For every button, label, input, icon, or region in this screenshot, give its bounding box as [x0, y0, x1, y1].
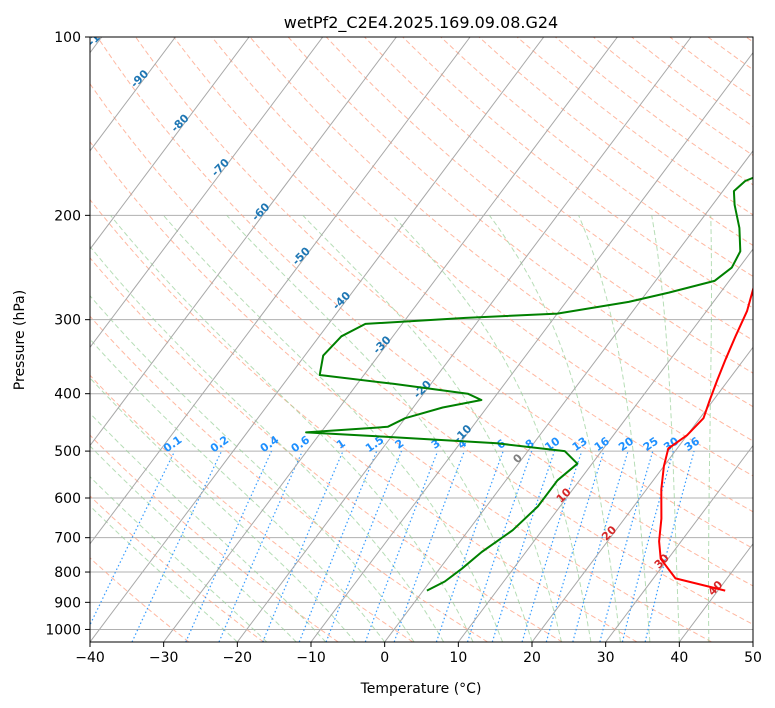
y-tick-label: 800	[54, 565, 81, 581]
y-tick-label: 200	[54, 208, 81, 224]
x-tick-label: 0	[380, 650, 389, 666]
isotherm-line	[310, 51, 753, 642]
y-axis-label: Pressure (hPa)	[12, 290, 28, 390]
y-tick-label: 600	[54, 491, 81, 507]
dry-adiabat-line	[90, 557, 190, 642]
y-tick-label: 900	[54, 595, 81, 611]
moist-adiabat-line	[90, 377, 356, 642]
dry-adiabat-line	[90, 495, 264, 642]
temperature-profile-line	[658, 284, 753, 592]
chart-title: wetPf2_C2E4.2025.169.09.08.G24	[284, 13, 558, 33]
x-tick-label: 10	[449, 650, 467, 666]
moist-adiabat-line	[708, 215, 712, 642]
x-tick-label: 30	[597, 650, 615, 666]
x-tick-label: 50	[744, 650, 762, 666]
dry-adiabat-line	[90, 257, 563, 642]
moist-adiabat-line	[226, 214, 533, 642]
mixing-ratio-line	[90, 450, 176, 627]
x-tick-label: 40	[670, 650, 688, 666]
isotherm-line	[531, 346, 753, 642]
moist-adiabat-line	[302, 214, 562, 642]
x-axis-label: Temperature (°C)	[360, 681, 482, 697]
x-tick-label: −10	[296, 650, 326, 666]
dry-adiabat-line	[90, 198, 638, 642]
mixing-ratio-line	[364, 450, 439, 642]
y-tick-label: 700	[54, 531, 81, 547]
y-tick-label: 500	[54, 444, 81, 460]
moist-adiabat-line	[90, 505, 238, 642]
isotherm-line	[90, 37, 545, 642]
dry-adiabat-line	[173, 37, 753, 513]
moist-adiabat-line	[90, 476, 268, 642]
mixing-ratio-line	[491, 450, 555, 642]
moist-adiabat-line	[90, 412, 327, 642]
y-tick-label: 300	[54, 313, 81, 329]
moist-adiabat-line	[651, 215, 680, 642]
x-tick-label: −40	[75, 650, 105, 666]
moist-adiabat-line	[392, 214, 592, 642]
y-tick-label: 100	[54, 30, 81, 46]
y-tick-label: 400	[54, 387, 81, 403]
mixing-ratio-line	[545, 450, 605, 642]
dry-adiabat-line	[96, 37, 753, 587]
dry-adiabat-line	[90, 83, 753, 625]
dry-adiabat-line	[90, 315, 488, 642]
isotherm-line	[90, 37, 176, 152]
dry-adiabat-line	[90, 140, 712, 642]
isotherm-line	[163, 37, 618, 642]
x-tick-label: 20	[523, 650, 541, 666]
dry-adiabat-line	[249, 37, 753, 442]
mixing-ratio-line	[599, 450, 654, 642]
mixing-ratio-line	[262, 450, 344, 642]
dewpoint-profile-line	[305, 176, 753, 592]
isotherm-line	[90, 37, 471, 545]
mixing-ratio-line	[435, 450, 504, 642]
isotherm-line	[457, 248, 753, 642]
dry-adiabat-line	[90, 434, 339, 642]
moist-adiabat-line	[90, 338, 386, 642]
mixing-ratio-line	[325, 450, 403, 642]
isotherm-line	[605, 444, 753, 642]
isotherm-line	[236, 37, 692, 642]
mixing-ratio-line	[298, 450, 378, 642]
isotherm-line	[90, 37, 250, 250]
moist-adiabat-line	[163, 214, 503, 642]
moist-adiabat-line	[90, 245, 445, 642]
dry-adiabat-line	[325, 37, 753, 374]
x-tick-label: −30	[149, 650, 179, 666]
mixing-ratio-line	[466, 450, 533, 642]
y-tick-label: 1000	[45, 622, 81, 638]
x-tick-label: −20	[223, 650, 253, 666]
plot-frame	[89, 36, 754, 643]
moist-adiabat-line	[110, 214, 474, 642]
mixing-ratio-line	[572, 450, 629, 642]
isotherm-line	[90, 37, 397, 447]
moist-adiabat-line	[90, 445, 297, 642]
moist-adiabat-line	[578, 215, 651, 642]
isotherm-line	[90, 37, 324, 349]
dry-adiabat-line	[211, 37, 753, 477]
mixing-ratio-line	[218, 450, 303, 642]
dry-adiabat-line	[364, 37, 753, 341]
mixing-ratio-line	[521, 450, 583, 642]
isotherm-line	[384, 150, 753, 642]
mixing-ratio-line	[185, 450, 273, 642]
